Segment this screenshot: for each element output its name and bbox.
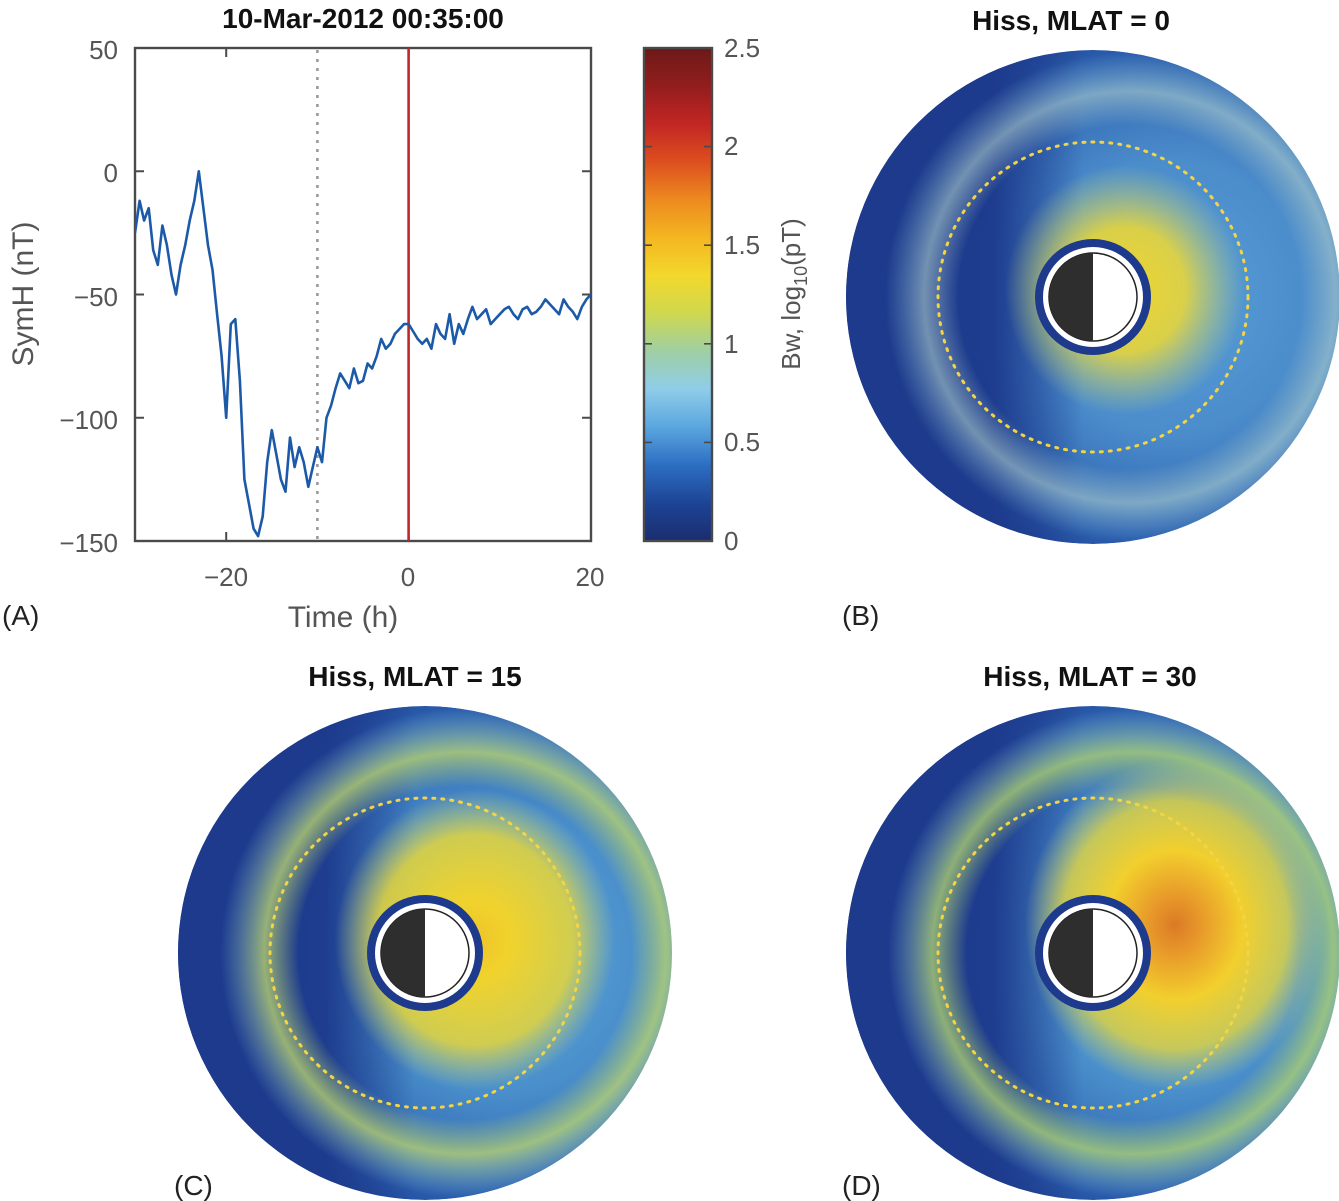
panel-label-b: (B) — [842, 600, 879, 631]
panel-d-title: Hiss, MLAT = 30 — [983, 661, 1196, 692]
colorbar-label-subscript: 10 — [791, 266, 811, 286]
colorbar-tick-label: 2.5 — [724, 33, 760, 63]
panel-label-c: (C) — [174, 1170, 213, 1201]
x-tick-label: −20 — [204, 562, 248, 592]
colorbar-tick-label: 0 — [724, 526, 738, 556]
plasmapause-ring — [936, 796, 1250, 1110]
earth-nightside — [1049, 909, 1093, 997]
polar-map-c — [178, 706, 672, 1200]
polar-map-b — [846, 50, 1339, 544]
earth-nightside — [381, 909, 425, 997]
polar-map-d — [846, 706, 1339, 1200]
panel-a: 10-Mar-2012 00:35:00 50 0 −50 −100 −150 … — [2, 3, 604, 634]
y-axis-label: SymH (nT) — [7, 222, 40, 367]
y-tick-label: −100 — [59, 405, 118, 435]
panel-c-title: Hiss, MLAT = 15 — [308, 661, 521, 692]
colorbar-ticks — [644, 47, 712, 542]
plot-area — [133, 46, 593, 543]
colorbar-label-main: Bw, log — [776, 286, 806, 370]
colorbar: 0 0.5 1 1.5 2 2.5 Bw, log10(pT) — [642, 33, 811, 556]
x-axis-label: Time (h) — [288, 601, 399, 634]
colorbar-label: Bw, log10(pT) — [776, 218, 811, 370]
panel-label-a: (A) — [2, 600, 39, 631]
series-symh — [135, 170, 591, 538]
x-tick-label: 0 — [401, 562, 415, 592]
plasmapause-ring — [268, 796, 582, 1110]
panel-a-title: 10-Mar-2012 00:35:00 — [222, 3, 504, 34]
colorbar-tick-label: 1 — [724, 329, 738, 359]
panel-b-title: Hiss, MLAT = 0 — [972, 5, 1170, 36]
y-tick-label: 0 — [104, 158, 118, 188]
colorbar-label-unit: (pT) — [776, 218, 806, 266]
colorbar-tick-label: 0.5 — [724, 427, 760, 457]
colorbar-bar — [642, 46, 714, 543]
y-tick-label: −150 — [59, 528, 118, 558]
panel-label-d: (D) — [842, 1170, 881, 1201]
x-tick-label: 20 — [576, 562, 605, 592]
y-tick-label: −50 — [74, 282, 118, 312]
colorbar-tick-label: 1.5 — [724, 230, 760, 260]
plasmapause-ring — [936, 140, 1250, 454]
y-tick-label: 50 — [89, 35, 118, 65]
panel-d: Hiss, MLAT = 30 (D) — [842, 661, 1339, 1201]
colorbar-tick-label: 2 — [724, 131, 738, 161]
panel-c: Hiss, MLAT = 15 (C) — [174, 661, 672, 1201]
earth-nightside — [1049, 253, 1093, 341]
panel-b: Hiss, MLAT = 0 (B) — [842, 5, 1339, 631]
